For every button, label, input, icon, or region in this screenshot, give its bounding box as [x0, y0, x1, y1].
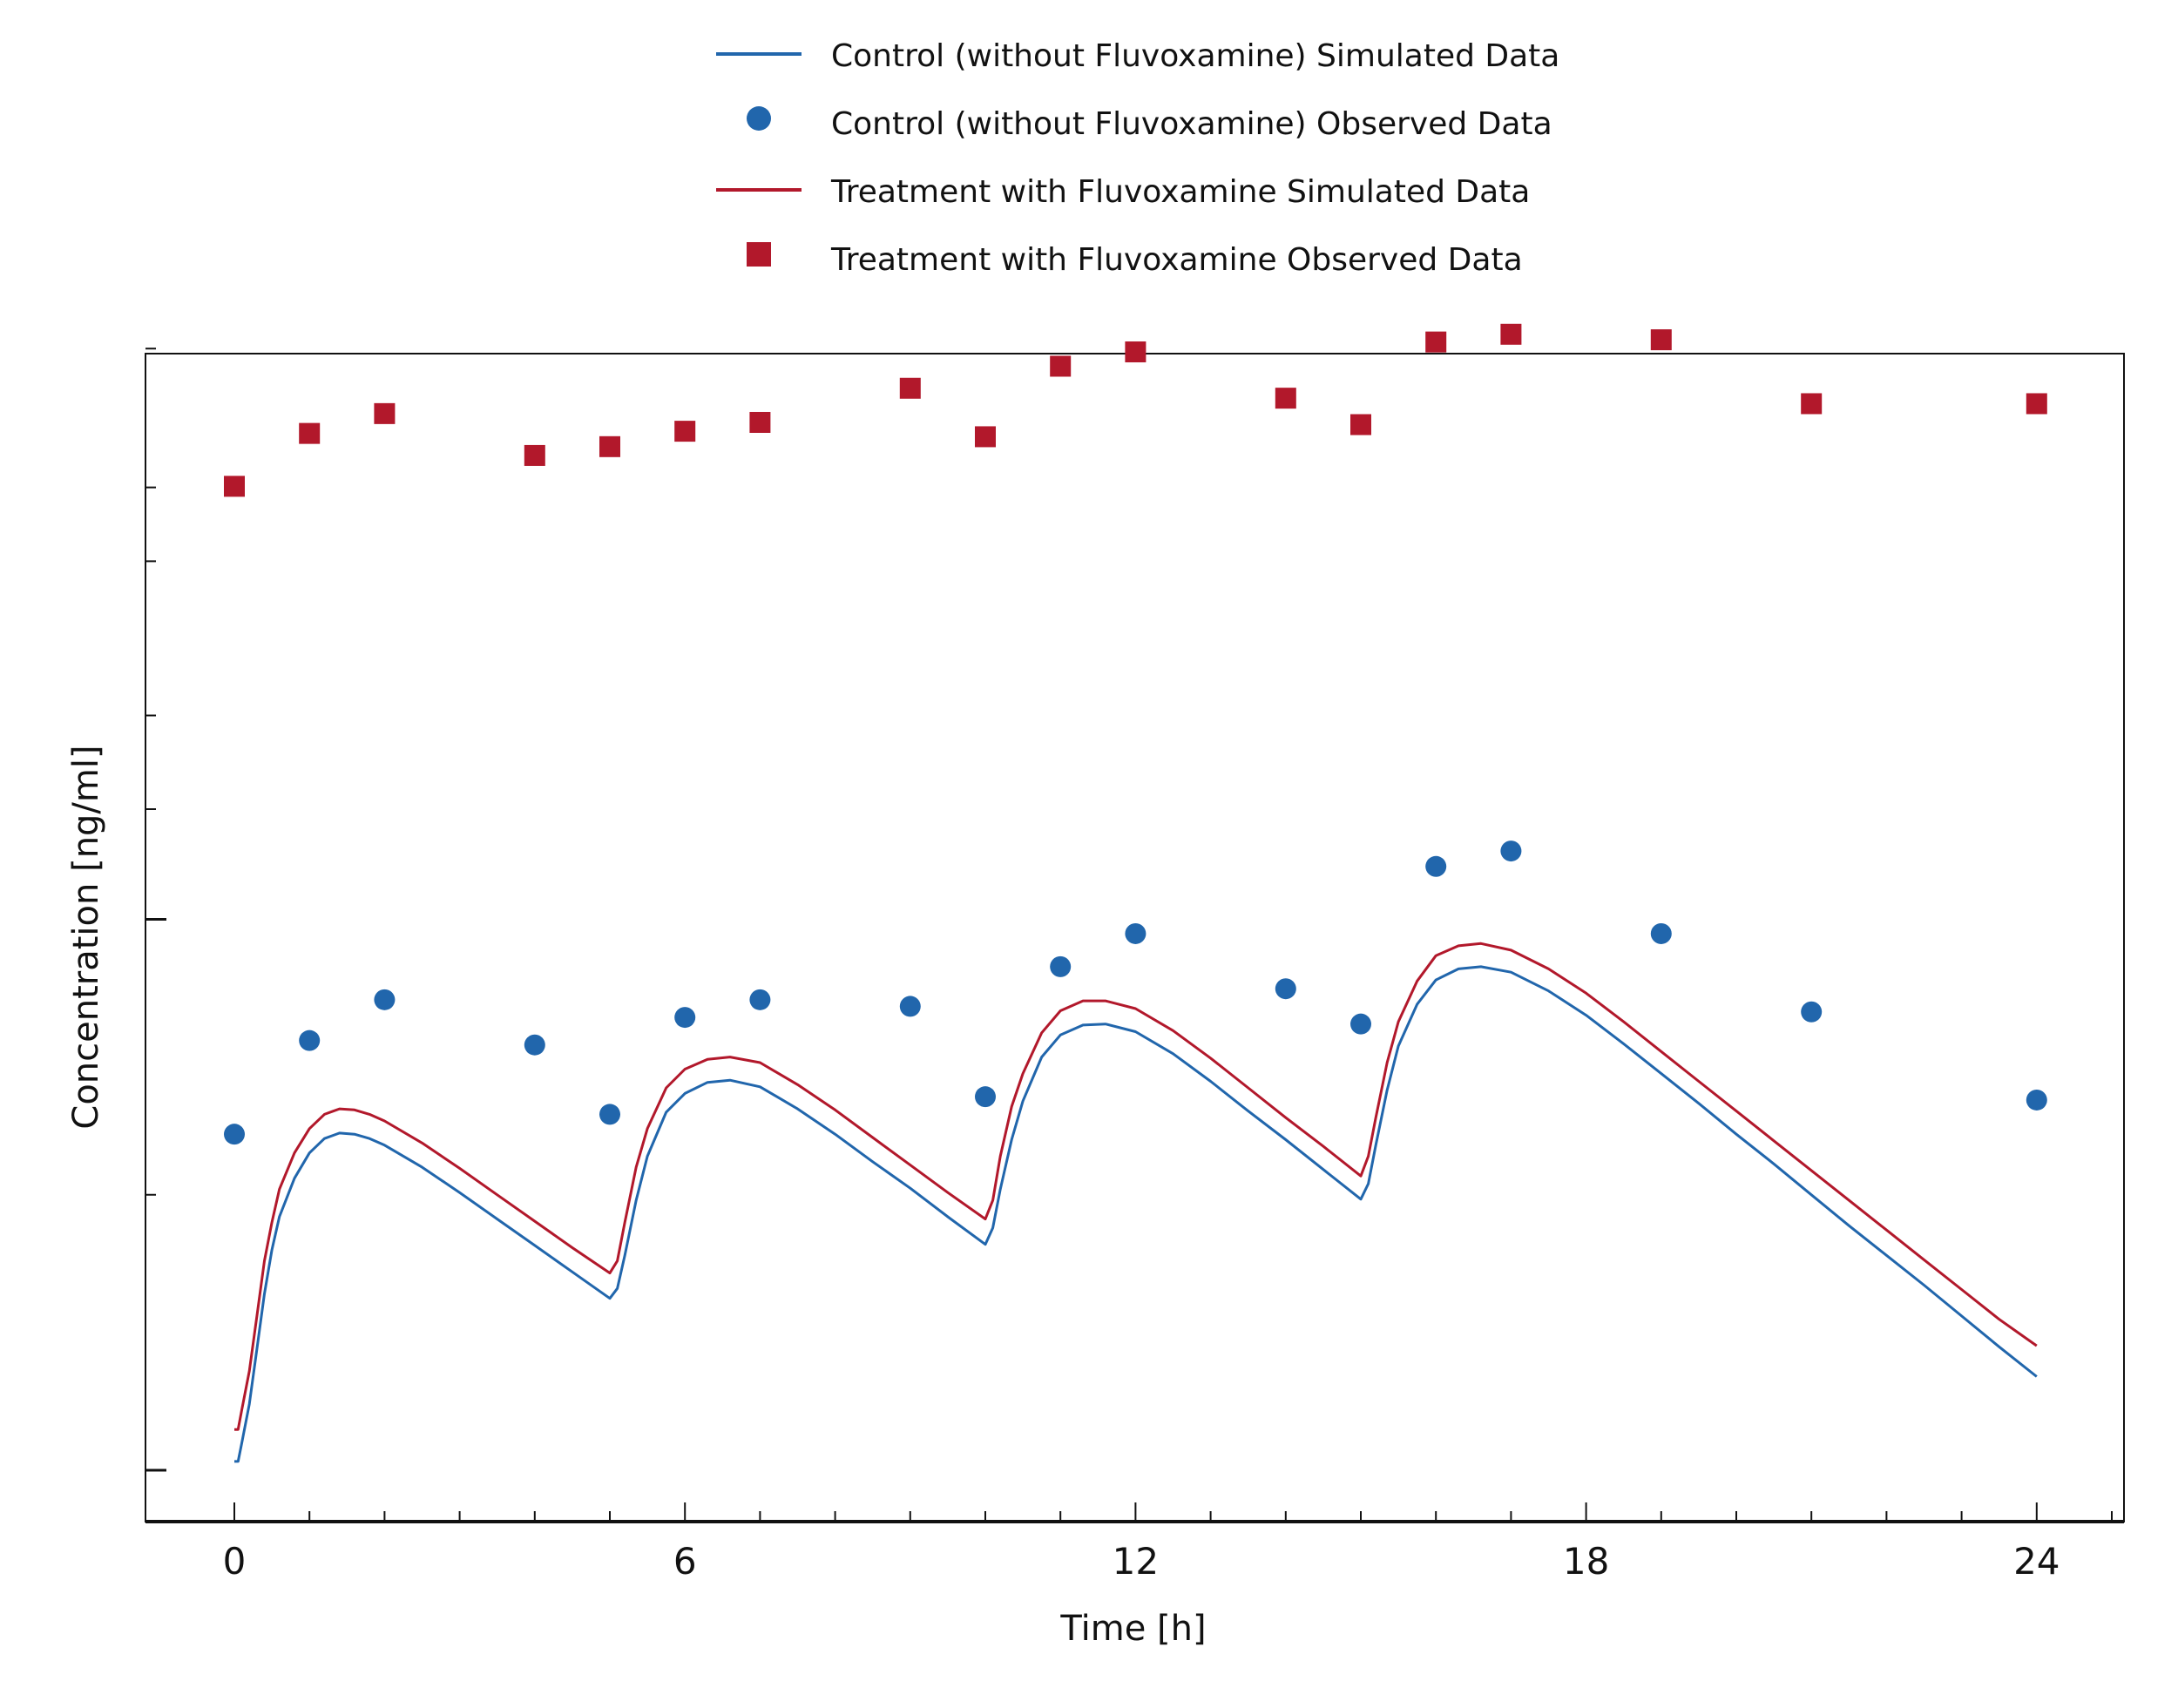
treatment-simulated-line	[234, 942, 2038, 1431]
y-axis-label: Concentration [ng/ml]	[66, 745, 106, 1129]
treatment-observed-point	[299, 422, 321, 444]
control-observed-point	[299, 1030, 321, 1051]
y-axis-ticks	[145, 348, 166, 1472]
treatment-observed-point	[899, 377, 921, 399]
control-observed-point	[2026, 1089, 2047, 1111]
control-observed-point	[224, 1124, 245, 1145]
control-observed-point	[1500, 840, 1522, 862]
x-axis-label: Time [h]	[1059, 1609, 1206, 1649]
treatment-observed-point	[2026, 393, 2047, 415]
treatment-observed-point	[524, 444, 545, 466]
legend-label-treatment-observed: Treatment with Fluvoxamine Observed Data	[830, 242, 1523, 278]
control-observed-point	[975, 1086, 996, 1108]
treatment-observed-point	[1050, 355, 1072, 377]
control-observed-point	[1050, 955, 1072, 977]
treatment-observed-point	[975, 426, 996, 448]
legend-swatch-treatment-observed	[747, 242, 771, 267]
treatment-observed-point	[224, 476, 245, 497]
control-observed-point	[374, 989, 396, 1010]
legend: Control (without Fluvoxamine) Simulated …	[716, 38, 1559, 278]
treatment-observed-point	[749, 411, 771, 433]
control-observed-point	[1125, 922, 1146, 944]
control-simulated-line	[234, 965, 2038, 1463]
legend-label-control-observed: Control (without Fluvoxamine) Observed D…	[831, 106, 1552, 142]
control-observed-point	[1275, 978, 1296, 1000]
control-observed-point	[899, 996, 921, 1017]
x-tick-label: 0	[223, 1540, 247, 1583]
x-tick-label: 24	[2013, 1540, 2060, 1583]
x-tick-label: 6	[673, 1540, 697, 1583]
legend-label-treatment-simulated: Treatment with Fluvoxamine Simulated Dat…	[830, 174, 1530, 210]
control-observed-point	[524, 1034, 545, 1056]
treatment-observed-point	[674, 421, 696, 442]
control-observed-point	[1801, 1001, 1823, 1023]
legend-swatch-control-observed	[747, 106, 771, 131]
treatment-observed-point	[1650, 329, 1672, 351]
treatment-observed-point	[1425, 331, 1447, 353]
control-observed-point	[1425, 855, 1447, 877]
treatment-observed-point	[599, 435, 620, 457]
x-tick-label: 18	[1563, 1540, 1609, 1583]
control-observed-point	[1650, 922, 1672, 944]
treatment-observed-point	[1801, 393, 1823, 415]
treatment-observed-point	[374, 402, 396, 424]
treatment-observed-point	[1350, 414, 1371, 435]
treatment-observed-point	[1125, 341, 1146, 363]
control-observed-point	[1350, 1013, 1371, 1035]
x-axis-ticks: 0 6 12 18 24	[223, 1502, 2113, 1583]
control-observed-point	[749, 989, 771, 1010]
control-observed-point	[674, 1007, 696, 1029]
x-tick-label: 12	[1113, 1540, 1159, 1583]
treatment-observed-point	[1275, 388, 1296, 409]
treatment-observed-point	[1500, 323, 1522, 345]
series-layer	[224, 323, 2047, 1463]
legend-label-control-simulated: Control (without Fluvoxamine) Simulated …	[831, 38, 1559, 74]
control-observed-point	[599, 1104, 620, 1125]
